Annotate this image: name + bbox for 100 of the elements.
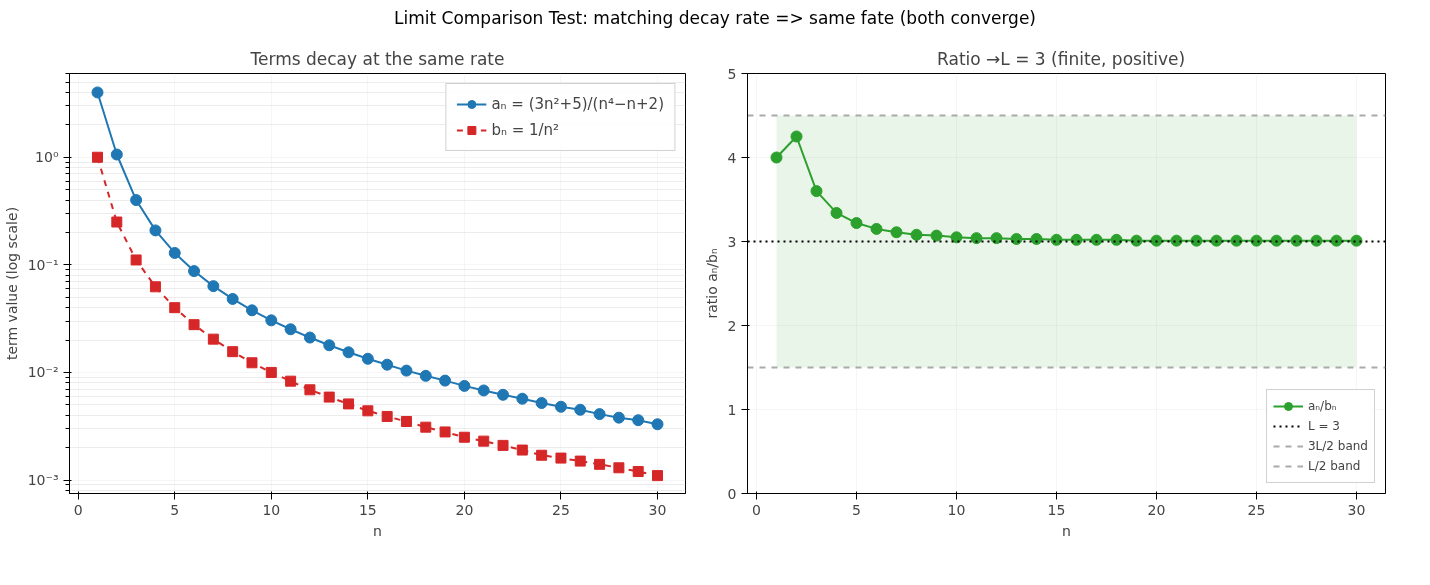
point xyxy=(207,333,219,345)
point xyxy=(226,292,239,305)
point xyxy=(651,418,664,431)
point xyxy=(574,403,587,416)
point xyxy=(149,281,161,293)
point xyxy=(970,232,983,245)
point xyxy=(555,452,567,464)
point xyxy=(613,462,625,474)
point xyxy=(1010,232,1023,245)
x-tick-label: 20 xyxy=(1147,501,1166,518)
point xyxy=(990,232,1003,245)
point xyxy=(910,228,923,241)
x-tick-label: 10 xyxy=(947,501,966,518)
point xyxy=(92,151,103,163)
point xyxy=(516,444,528,456)
x-tick-label: 25 xyxy=(552,501,570,518)
point xyxy=(343,398,355,410)
y-axis-title: ratio aₙ/bₙ xyxy=(703,248,720,319)
point xyxy=(246,357,258,369)
point xyxy=(574,455,586,467)
point xyxy=(536,449,548,461)
point xyxy=(458,379,471,392)
point xyxy=(207,280,220,293)
point xyxy=(1050,233,1063,246)
point xyxy=(1130,234,1143,247)
x-tick-label: 30 xyxy=(648,501,667,518)
point xyxy=(1270,234,1283,247)
point xyxy=(130,194,143,207)
point xyxy=(652,470,663,482)
point xyxy=(790,130,803,143)
y-tick-label: 10⁻¹ xyxy=(27,256,59,273)
point xyxy=(361,352,374,365)
point xyxy=(593,408,606,421)
y-axis-title: term value (log scale) xyxy=(3,206,20,361)
point xyxy=(381,358,394,371)
point xyxy=(323,391,335,403)
x-tick-label: 0 xyxy=(73,501,83,518)
point xyxy=(1230,234,1243,247)
point xyxy=(1090,233,1103,246)
legend-label: aₙ/bₙ xyxy=(1307,399,1337,413)
x-tick-label: 15 xyxy=(358,501,377,518)
point xyxy=(1150,234,1163,247)
point xyxy=(458,431,470,443)
point xyxy=(594,458,606,470)
point xyxy=(1210,234,1223,247)
x-tick-label: 0 xyxy=(752,501,761,518)
x-tick-label: 5 xyxy=(852,501,861,518)
point xyxy=(323,339,336,352)
point xyxy=(497,388,510,401)
point xyxy=(1170,234,1183,247)
legend-label: L = 3 xyxy=(1307,419,1340,433)
y-tick-label: 10⁻³ xyxy=(27,472,59,489)
point xyxy=(870,222,883,235)
point xyxy=(1070,233,1083,246)
point xyxy=(285,375,297,387)
legend-label: L/2 band xyxy=(1307,459,1361,473)
legend-label: bₙ = 1/n² xyxy=(491,121,560,139)
point xyxy=(810,185,823,198)
point xyxy=(477,384,490,397)
point xyxy=(497,439,509,451)
point xyxy=(188,319,200,331)
legend-label: aₙ = (3n²+5)/(n⁴−n+2) xyxy=(491,95,664,113)
y-tick-label: 4 xyxy=(727,149,737,166)
point xyxy=(1110,233,1123,246)
x-tick-label: 20 xyxy=(455,501,474,518)
x-tick-label: 30 xyxy=(1347,501,1366,518)
y-tick-label: 3 xyxy=(727,233,737,250)
point xyxy=(111,216,123,228)
point xyxy=(245,304,258,317)
text: Limit Comparison Test: matching decay rate => same fate (both converge) xyxy=(393,7,1036,30)
point xyxy=(1290,234,1303,247)
x-axis-title: n xyxy=(1062,522,1071,539)
point xyxy=(304,384,316,396)
point xyxy=(149,224,162,237)
point xyxy=(612,411,625,424)
point xyxy=(1250,234,1263,247)
point xyxy=(419,369,432,382)
chart-title: Ratio →L = 3 (finite, positive) xyxy=(937,48,1186,69)
point xyxy=(439,426,451,438)
point xyxy=(930,229,943,242)
point xyxy=(1030,232,1043,245)
point xyxy=(169,302,181,314)
point xyxy=(439,374,452,387)
x-tick-label: 25 xyxy=(1247,501,1266,518)
y-tick-label: 1 xyxy=(727,401,737,418)
point xyxy=(1330,234,1343,247)
x-axis-title: n xyxy=(373,522,382,539)
point xyxy=(950,231,963,244)
point xyxy=(168,246,181,259)
y-tick-label: 5 xyxy=(727,65,737,82)
point xyxy=(284,323,297,336)
x-tick-label: 10 xyxy=(262,501,281,518)
point xyxy=(110,148,123,161)
point xyxy=(1310,234,1323,247)
y-tick-label: 2 xyxy=(727,317,737,334)
x-tick-label: 5 xyxy=(170,501,180,518)
point xyxy=(890,226,903,239)
point xyxy=(850,217,863,230)
y-tick-label: 10⁻² xyxy=(27,364,59,381)
point xyxy=(516,392,529,405)
